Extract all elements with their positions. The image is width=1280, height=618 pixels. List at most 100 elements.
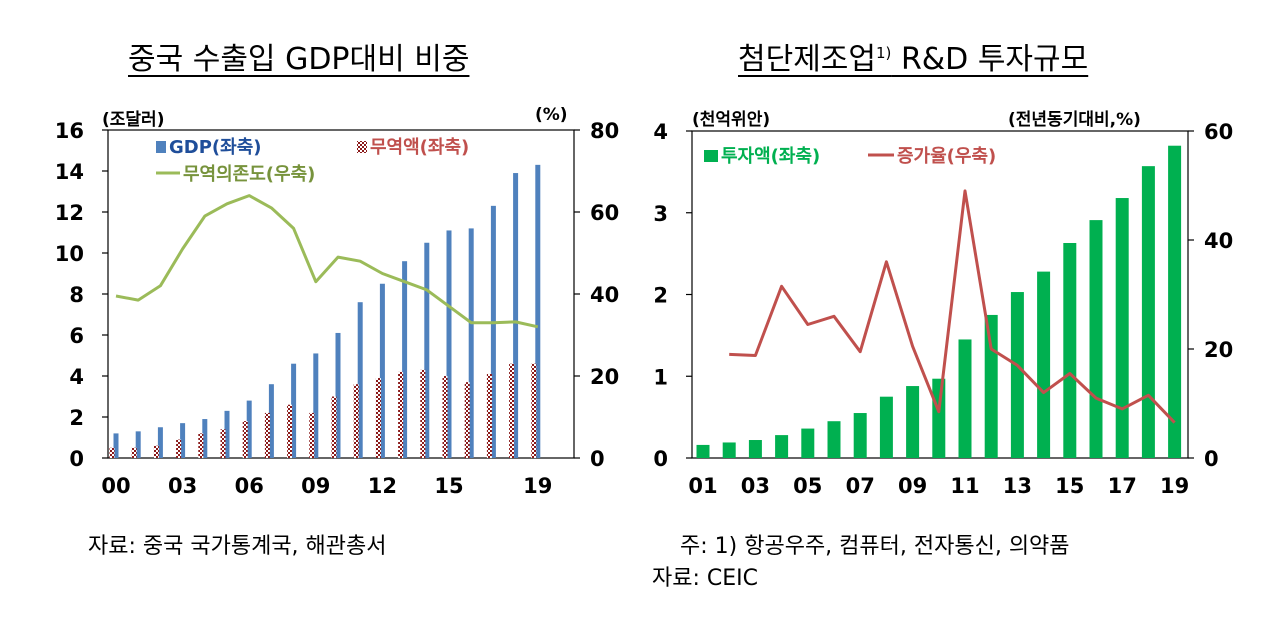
left-axis-unit: (조달러)	[102, 110, 165, 130]
plot-frame	[107, 129, 575, 459]
right-tick-label: 80	[590, 119, 619, 143]
bar-secondary	[464, 382, 470, 458]
bar-primary	[1010, 292, 1024, 458]
bar-primary	[932, 378, 946, 458]
bar-primary	[722, 442, 736, 458]
legend-label: 증가율(우축)	[897, 146, 996, 167]
left-chart-svg: 0 2 4 6 8 10 12 14 16 0 20 40 60 80 00 03 06 09 12 15 19 GDP(…	[55, 119, 619, 498]
bar-primary	[113, 433, 119, 458]
bar-secondary	[442, 376, 448, 458]
x-tick-label: 05	[793, 474, 822, 498]
bar-primary	[748, 440, 762, 458]
left-tick-label: 6	[69, 324, 84, 348]
legend-label: 무역의존도(우축)	[183, 164, 315, 185]
legend-label: GDP(좌축)	[169, 137, 261, 158]
left-tick-label: 0	[69, 447, 84, 471]
bar-primary	[424, 242, 430, 458]
bar-primary	[135, 431, 141, 458]
bar-primary	[801, 428, 815, 458]
right-tick-label: 60	[590, 201, 619, 225]
x-tick-label: 17	[1108, 474, 1137, 498]
bar-primary	[180, 423, 186, 458]
bar-primary	[1037, 271, 1051, 458]
legend-swatch	[704, 150, 718, 162]
bar-primary	[513, 173, 519, 459]
bar-primary	[775, 435, 789, 458]
bar-secondary	[109, 447, 115, 458]
bar-primary	[379, 283, 385, 458]
right-chart-left-unit: (천억위안)	[692, 110, 771, 130]
bar-secondary	[264, 412, 270, 458]
bar-secondary	[287, 404, 293, 458]
x-tick-label: 13	[1003, 474, 1032, 498]
bar-secondary	[509, 363, 515, 458]
left-tick-label: 0	[653, 447, 668, 471]
bar-secondary	[353, 384, 359, 458]
right-source-note: 자료: CEIC	[652, 566, 758, 591]
left-tick-label: 4	[653, 120, 668, 144]
left-tick-label: 2	[653, 284, 668, 308]
right-tick-label: 60	[1204, 120, 1233, 144]
bar-secondary	[331, 396, 337, 458]
left-tick-label: 8	[69, 283, 84, 307]
x-tick-label: 11	[950, 474, 979, 498]
x-tick-label: 12	[368, 474, 397, 498]
left-tick-label: 14	[55, 160, 84, 184]
left-chart-title: 중국 수출입 GDP대비 비중	[128, 42, 470, 77]
bar-primary	[268, 384, 274, 458]
bar-secondary	[375, 378, 381, 458]
bar-primary	[402, 261, 408, 458]
series-line	[729, 189, 1176, 424]
bar-primary	[224, 410, 230, 458]
bar-primary	[1141, 166, 1155, 458]
legend-swatch	[156, 141, 166, 153]
bar-primary	[1115, 198, 1129, 458]
x-tick-label: 00	[101, 474, 130, 498]
bar-secondary	[176, 439, 182, 458]
bar-primary	[446, 230, 452, 458]
series-line	[115, 194, 539, 329]
bar-primary	[335, 332, 341, 458]
x-tick-label: 15	[1055, 474, 1084, 498]
x-tick-label: 03	[741, 474, 770, 498]
right-tick-label: 0	[1204, 447, 1219, 471]
bar-secondary	[198, 433, 204, 458]
bar-primary	[984, 314, 998, 458]
bar-secondary	[398, 371, 404, 458]
right-tick-label: 0	[590, 447, 605, 471]
legend-label: 무역액(좌축)	[370, 137, 469, 158]
bar-secondary	[242, 421, 248, 458]
bar-primary	[535, 164, 541, 458]
bar-primary	[291, 363, 297, 458]
bar-primary	[468, 228, 474, 458]
right-title-tail: R&D 투자규모	[891, 42, 1089, 77]
bar-primary	[879, 396, 893, 458]
bar-primary	[1089, 220, 1103, 458]
x-tick-label: 09	[301, 474, 330, 498]
bar-secondary	[531, 363, 537, 458]
bar-primary	[696, 444, 710, 458]
bar-secondary	[220, 429, 226, 458]
left-tick-label: 1	[653, 365, 668, 389]
bar-secondary	[131, 447, 137, 458]
legend-swatch	[357, 141, 367, 153]
bar-primary	[827, 421, 841, 458]
x-tick-label: 06	[235, 474, 264, 498]
right-title-footnote-mark: 1)	[876, 44, 892, 62]
left-tick-label: 2	[69, 406, 84, 430]
left-tick-label: 16	[55, 119, 84, 143]
x-tick-label: 19	[523, 474, 552, 498]
right-axis-unit: (%)	[535, 105, 568, 125]
bar-primary	[202, 419, 208, 458]
bar-secondary	[309, 412, 315, 458]
bar-secondary	[420, 369, 426, 458]
right-title-main: 첨단제조업	[738, 42, 876, 77]
legend-label: 투자액(좌축)	[721, 146, 820, 167]
bar-primary	[313, 353, 319, 458]
left-tick-label: 3	[653, 202, 668, 226]
x-tick-label: 19	[1160, 474, 1189, 498]
right-tick-label: 20	[1204, 338, 1233, 362]
bar-primary	[958, 339, 972, 458]
